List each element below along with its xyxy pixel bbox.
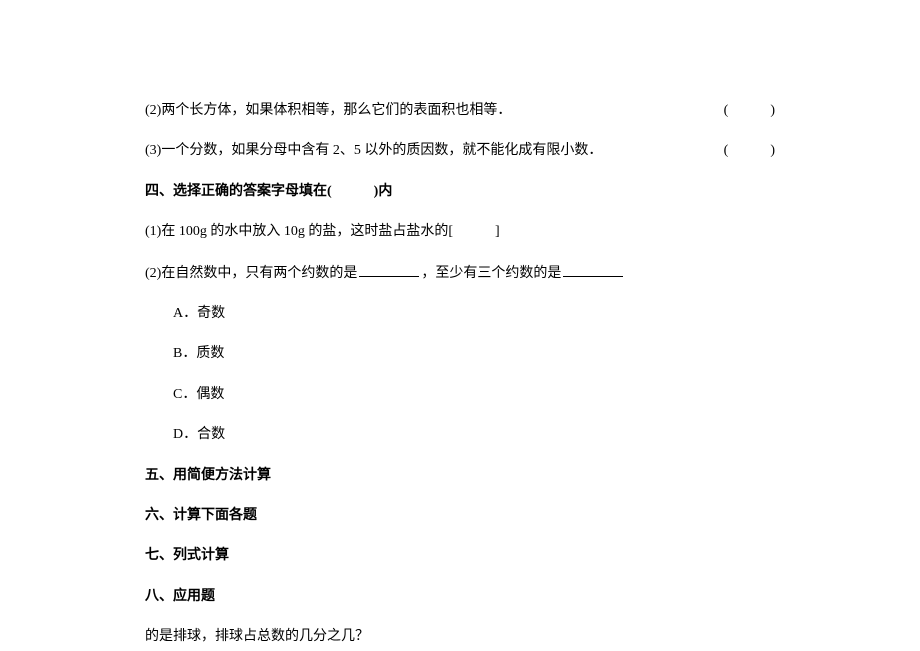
option-d: D．合数 xyxy=(145,424,775,446)
page-container: (2)两个长方体，如果体积相等，那么它们的表面积也相等． ( ) (3)一个分数… xyxy=(0,0,920,648)
option-b: B．质数 xyxy=(145,343,775,365)
question-2-paren: ( ) xyxy=(724,100,775,122)
blank-1 xyxy=(359,262,419,277)
section-4-q2-pre: (2)在自然数中，只有两个约数的是 xyxy=(145,266,357,281)
section-4-heading: 四、选择正确的答案字母填在( )内 xyxy=(145,181,775,203)
question-3-paren: ( ) xyxy=(724,140,775,162)
question-3-text: (3)一个分数，如果分母中含有 2、5 以外的质因数，就不能化成有限小数． xyxy=(145,143,602,158)
question-line-3: (3)一个分数，如果分母中含有 2、5 以外的质因数，就不能化成有限小数． ( … xyxy=(145,140,775,162)
section-6-heading: 六、计算下面各题 xyxy=(145,505,775,527)
question-2-text: (2)两个长方体，如果体积相等，那么它们的表面积也相等． xyxy=(145,103,511,118)
section-4-q2: (2)在自然数中，只有两个约数的是 ，至少有三个约数的是 xyxy=(145,262,775,285)
section-4-q2-mid: ，至少有三个约数的是 xyxy=(421,266,561,281)
question-line-2: (2)两个长方体，如果体积相等，那么它们的表面积也相等． ( ) xyxy=(145,100,775,122)
section-8-heading: 八、应用题 xyxy=(145,586,775,608)
last-line: 的是排球，排球占总数的几分之几？ xyxy=(145,626,775,648)
section-5-heading: 五、用简便方法计算 xyxy=(145,465,775,487)
section-4-q1: (1)在 100g 的水中放入 10g 的盐，这时盐占盐水的[ ] xyxy=(145,221,775,243)
blank-2 xyxy=(563,262,623,277)
section-7-heading: 七、列式计算 xyxy=(145,545,775,567)
option-a: A．奇数 xyxy=(145,303,775,325)
option-c: C．偶数 xyxy=(145,384,775,406)
